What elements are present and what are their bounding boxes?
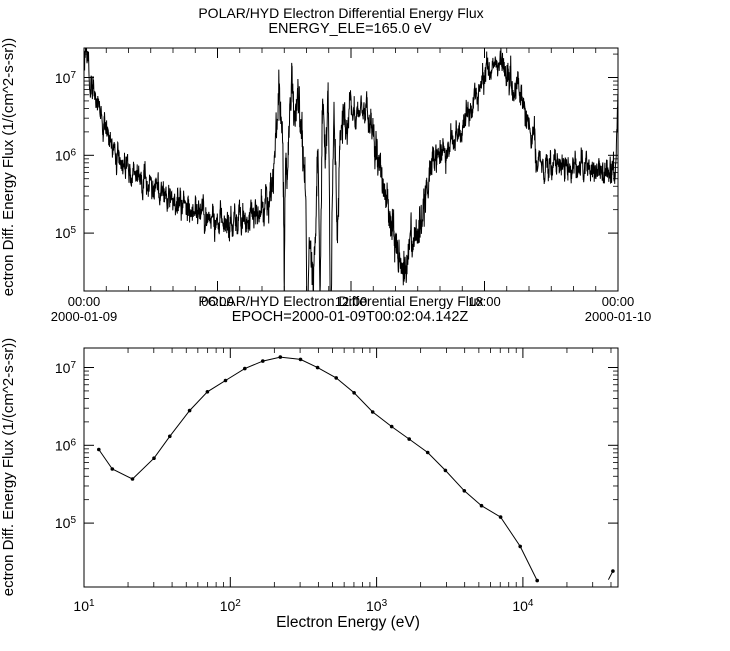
svg-text:Electron Energy (eV): Electron Energy (eV)	[276, 614, 420, 631]
svg-text:2000-01-10: 2000-01-10	[585, 309, 652, 324]
svg-text:ectron Diff. Energy Flux (1/(c: ectron Diff. Energy Flux (1/(cm^2-s-sr))	[0, 338, 17, 596]
svg-text:00:00: 00:00	[68, 294, 101, 309]
svg-text:POLAR/HYD Electron Differenti: POLAR/HYD Electron Differential Energy F…	[198, 5, 483, 21]
svg-text:POLAR/HYD Electron Differenti: POLAR/HYD Electron Differential Energy F…	[198, 293, 483, 309]
svg-text:ENERGY_ELE=165.0 eV: ENERGY_ELE=165.0 eV	[268, 21, 432, 37]
svg-text:2000-01-09: 2000-01-09	[51, 309, 118, 324]
svg-text:ectron Diff. Energy Flux (1/(c: ectron Diff. Energy Flux (1/(cm^2-s-sr))	[0, 38, 17, 296]
svg-text:00:00: 00:00	[602, 294, 635, 309]
svg-text:EPOCH=2000-01-09T00:02:04.142Z: EPOCH=2000-01-09T00:02:04.142Z	[232, 309, 469, 325]
